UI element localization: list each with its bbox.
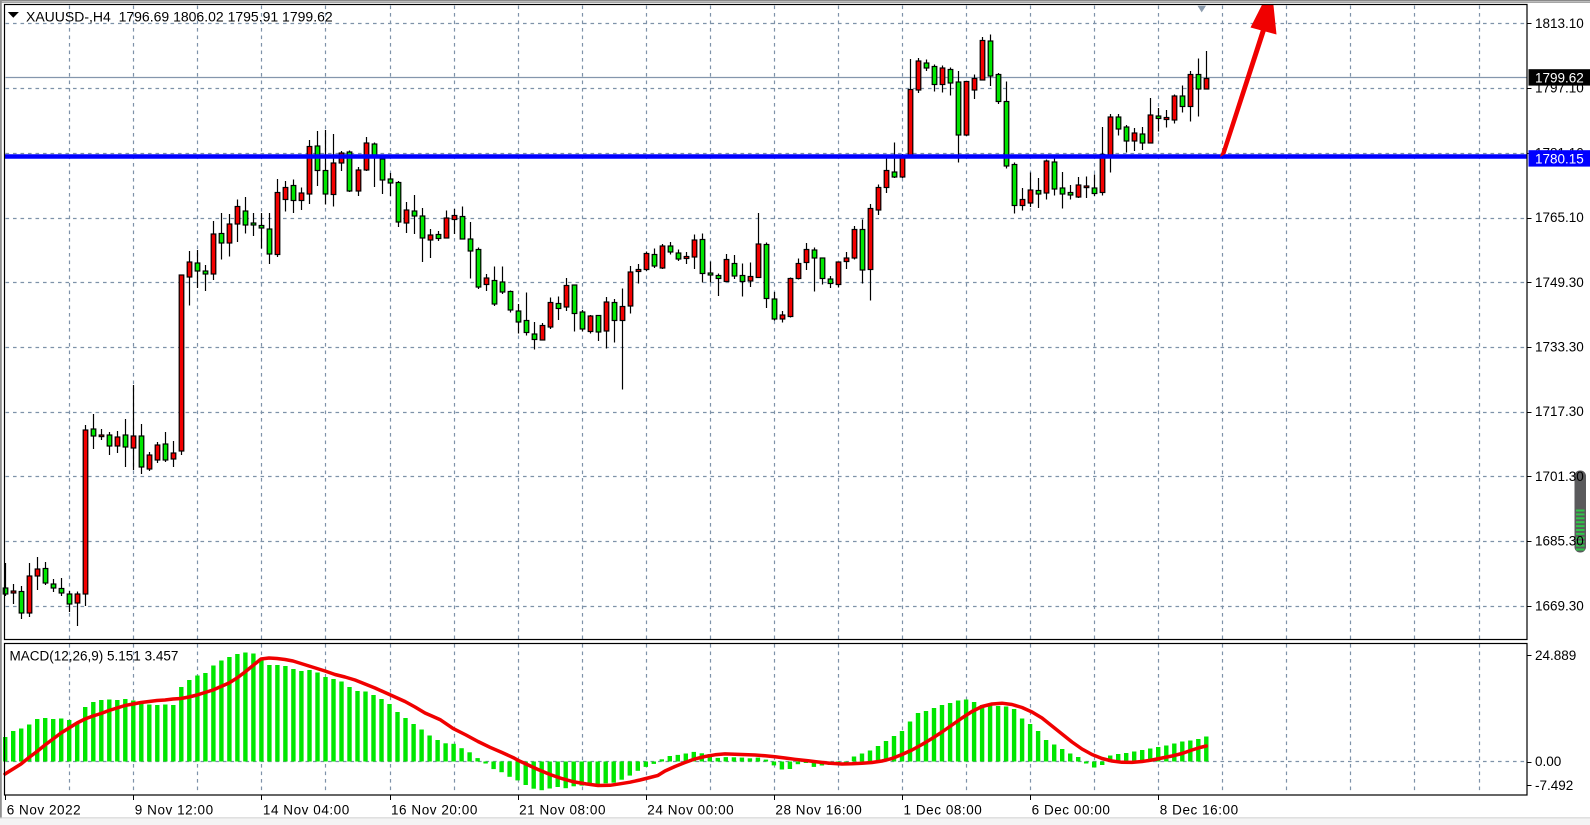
svg-text:1733.30: 1733.30 bbox=[1535, 340, 1584, 355]
svg-text:1780.15: 1780.15 bbox=[1535, 151, 1584, 166]
svg-text:9 Nov 12:00: 9 Nov 12:00 bbox=[135, 803, 214, 818]
svg-text:1765.10: 1765.10 bbox=[1535, 210, 1584, 225]
svg-text:1685.30: 1685.30 bbox=[1535, 534, 1584, 549]
svg-text:1749.30: 1749.30 bbox=[1535, 275, 1584, 290]
svg-text:14 Nov 04:00: 14 Nov 04:00 bbox=[263, 803, 350, 818]
svg-text:1 Dec 08:00: 1 Dec 08:00 bbox=[904, 803, 983, 818]
svg-text:24 Nov 00:00: 24 Nov 00:00 bbox=[647, 803, 734, 818]
svg-text:8 Dec 16:00: 8 Dec 16:00 bbox=[1160, 803, 1239, 818]
svg-text:6 Dec 00:00: 6 Dec 00:00 bbox=[1032, 803, 1111, 818]
svg-text:1717.30: 1717.30 bbox=[1535, 404, 1584, 419]
svg-text:16 Nov 20:00: 16 Nov 20:00 bbox=[391, 803, 478, 818]
svg-text:0.00: 0.00 bbox=[1535, 754, 1561, 769]
svg-text:6 Nov 2022: 6 Nov 2022 bbox=[7, 803, 82, 818]
svg-text:24.889: 24.889 bbox=[1535, 648, 1576, 663]
svg-text:21 Nov 08:00: 21 Nov 08:00 bbox=[519, 803, 606, 818]
svg-text:1799.62: 1799.62 bbox=[1535, 70, 1584, 85]
svg-text:1813.10: 1813.10 bbox=[1535, 16, 1584, 31]
svg-text:MACD(12,26,9) 5.151 3.457: MACD(12,26,9) 5.151 3.457 bbox=[10, 649, 179, 664]
svg-text:1669.30: 1669.30 bbox=[1535, 598, 1584, 613]
svg-text:-7.492: -7.492 bbox=[1535, 778, 1573, 793]
svg-text:1701.30: 1701.30 bbox=[1535, 469, 1584, 484]
svg-text:28 Nov 16:00: 28 Nov 16:00 bbox=[775, 803, 862, 818]
svg-text:XAUUSD-,H4 1796.69 1806.02 17: XAUUSD-,H4 1796.69 1806.02 1795.91 1799.… bbox=[26, 8, 333, 24]
